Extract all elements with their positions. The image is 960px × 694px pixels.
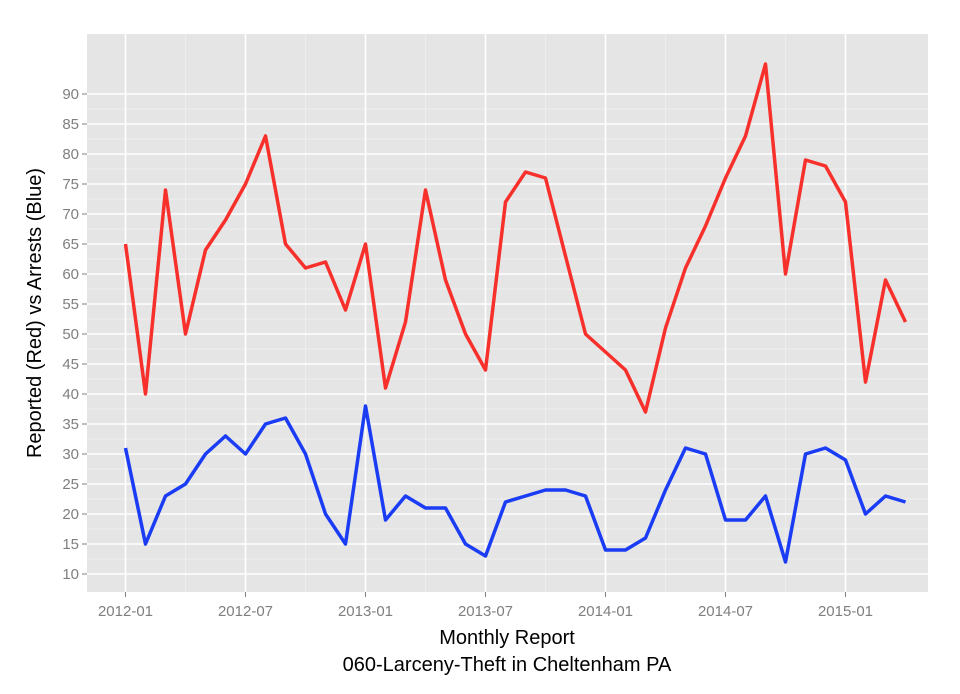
plot-panel bbox=[87, 34, 928, 592]
y-tick-label: 40 bbox=[62, 386, 79, 403]
y-tick-label: 70 bbox=[62, 206, 79, 223]
y-tick-label: 55 bbox=[62, 296, 79, 313]
y-tick-label: 35 bbox=[62, 416, 79, 433]
y-tick-label: 50 bbox=[62, 326, 79, 343]
y-tick-label: 65 bbox=[62, 236, 79, 253]
arrests-series-line bbox=[123, 404, 907, 564]
x-tick-label: 2012-07 bbox=[218, 603, 273, 620]
y-axis: 10 15 20 25 30 35 40 45 50 55 60 65 70 75 80 85 90 bbox=[62, 86, 87, 583]
x-axis-title: Monthly Report bbox=[439, 627, 575, 649]
y-axis-title: Reported (Red) vs Arrests (Blue) bbox=[24, 168, 46, 458]
major-gridlines bbox=[87, 34, 928, 592]
y-tick-label: 80 bbox=[62, 146, 79, 163]
x-tick-label: 2013-01 bbox=[338, 603, 393, 620]
reported-series-line bbox=[123, 62, 908, 414]
x-tick-label: 2015-01 bbox=[818, 603, 873, 620]
y-tick-label: 15 bbox=[62, 536, 79, 553]
y-tick-label: 10 bbox=[62, 566, 79, 583]
y-tick-label: 20 bbox=[62, 506, 79, 523]
y-tick-label: 75 bbox=[62, 176, 79, 193]
x-tick-label: 2014-01 bbox=[578, 603, 633, 620]
y-tick-label: 85 bbox=[62, 116, 79, 133]
x-tick-label: 2012-01 bbox=[98, 603, 153, 620]
chart-subtitle: 060-Larceny-Theft in Cheltenham PA bbox=[343, 654, 672, 676]
y-tick-label: 60 bbox=[62, 266, 79, 283]
y-tick-label: 25 bbox=[62, 476, 79, 493]
y-tick-label: 30 bbox=[62, 446, 79, 463]
x-tick-label: 2014-07 bbox=[698, 603, 753, 620]
y-tick-label: 45 bbox=[62, 356, 79, 373]
x-axis: 2012-01 2012-07 2013-01 2013-07 2014-01 2014-… bbox=[98, 592, 873, 620]
series-layer bbox=[123, 62, 908, 564]
x-tick-label: 2013-07 bbox=[458, 603, 513, 620]
y-tick-label: 90 bbox=[62, 86, 79, 103]
